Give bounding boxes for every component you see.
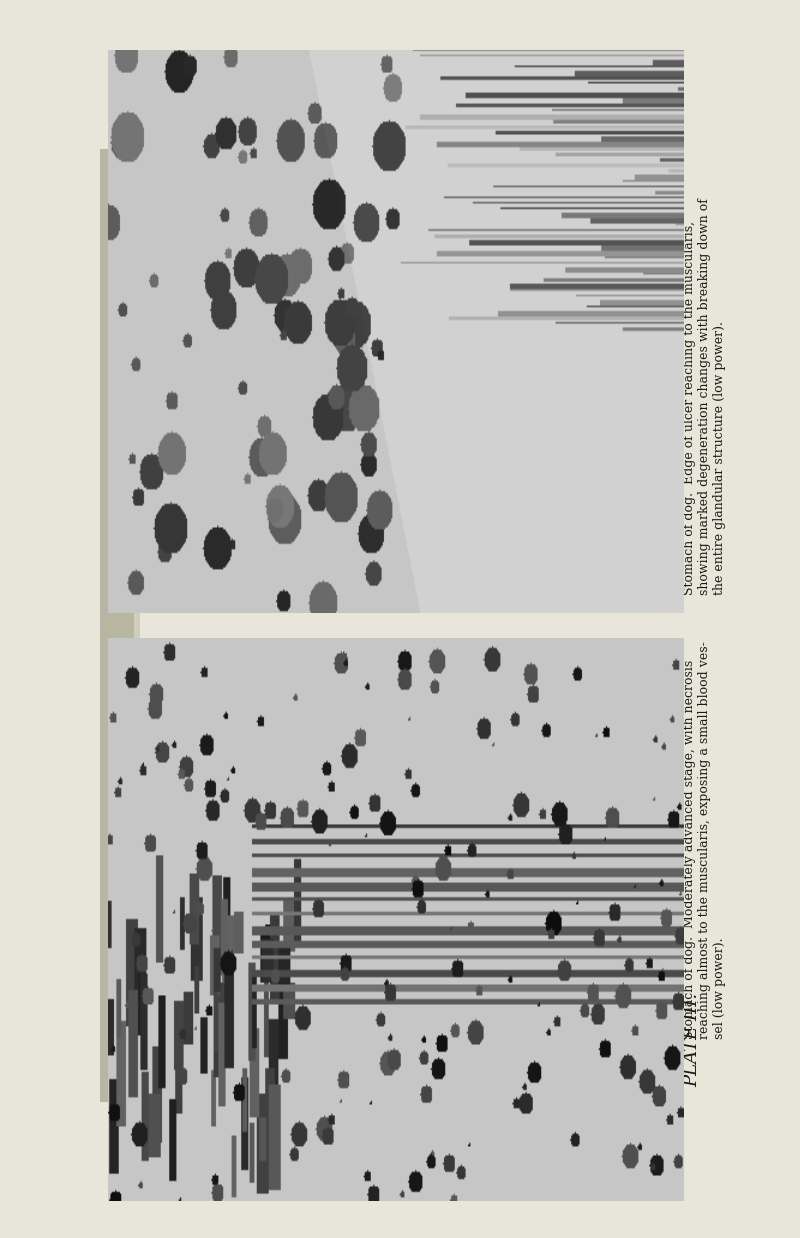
Text: Stomach of dog.  Moderately advanced stage, with necrosis
reaching almost to the: Stomach of dog. Moderately advanced stag… [683, 641, 726, 1039]
Text: PLATE III.: PLATE III. [683, 993, 701, 1087]
Text: Stomach of dog.  Edge of ulcer reaching to the muscularis,
showing marked degene: Stomach of dog. Edge of ulcer reaching t… [683, 198, 726, 594]
Bar [134, 149, 140, 1102]
Bar [100, 149, 138, 1102]
